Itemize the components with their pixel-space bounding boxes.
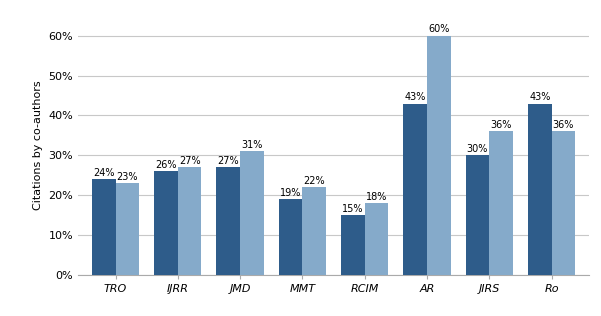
Bar xyxy=(178,167,201,275)
Text: 26%: 26% xyxy=(155,160,177,170)
Bar xyxy=(528,104,552,275)
Bar xyxy=(302,187,326,275)
Y-axis label: Citations by co-authors: Citations by co-authors xyxy=(33,81,43,210)
Bar xyxy=(240,151,264,275)
Text: 22%: 22% xyxy=(304,176,325,185)
Text: 43%: 43% xyxy=(404,92,426,102)
Text: 15%: 15% xyxy=(342,204,364,214)
Bar xyxy=(365,203,388,275)
Text: 30%: 30% xyxy=(467,144,488,154)
Text: 18%: 18% xyxy=(366,191,387,202)
Bar xyxy=(552,131,575,275)
Bar xyxy=(279,199,302,275)
Bar xyxy=(115,183,139,275)
Bar xyxy=(154,171,178,275)
Text: 60%: 60% xyxy=(428,24,450,34)
Text: 31%: 31% xyxy=(241,140,263,150)
Bar xyxy=(216,167,240,275)
Bar xyxy=(466,155,489,275)
Text: 19%: 19% xyxy=(280,188,301,198)
Text: 36%: 36% xyxy=(490,120,512,130)
Bar xyxy=(92,179,115,275)
Text: 27%: 27% xyxy=(179,156,201,166)
Bar xyxy=(403,104,427,275)
Bar xyxy=(427,36,451,275)
Bar xyxy=(341,215,365,275)
Bar xyxy=(489,131,513,275)
Text: 27%: 27% xyxy=(218,156,239,166)
Text: 24%: 24% xyxy=(93,168,114,178)
Text: 36%: 36% xyxy=(553,120,574,130)
Text: 23%: 23% xyxy=(117,172,138,182)
Text: 43%: 43% xyxy=(529,92,551,102)
